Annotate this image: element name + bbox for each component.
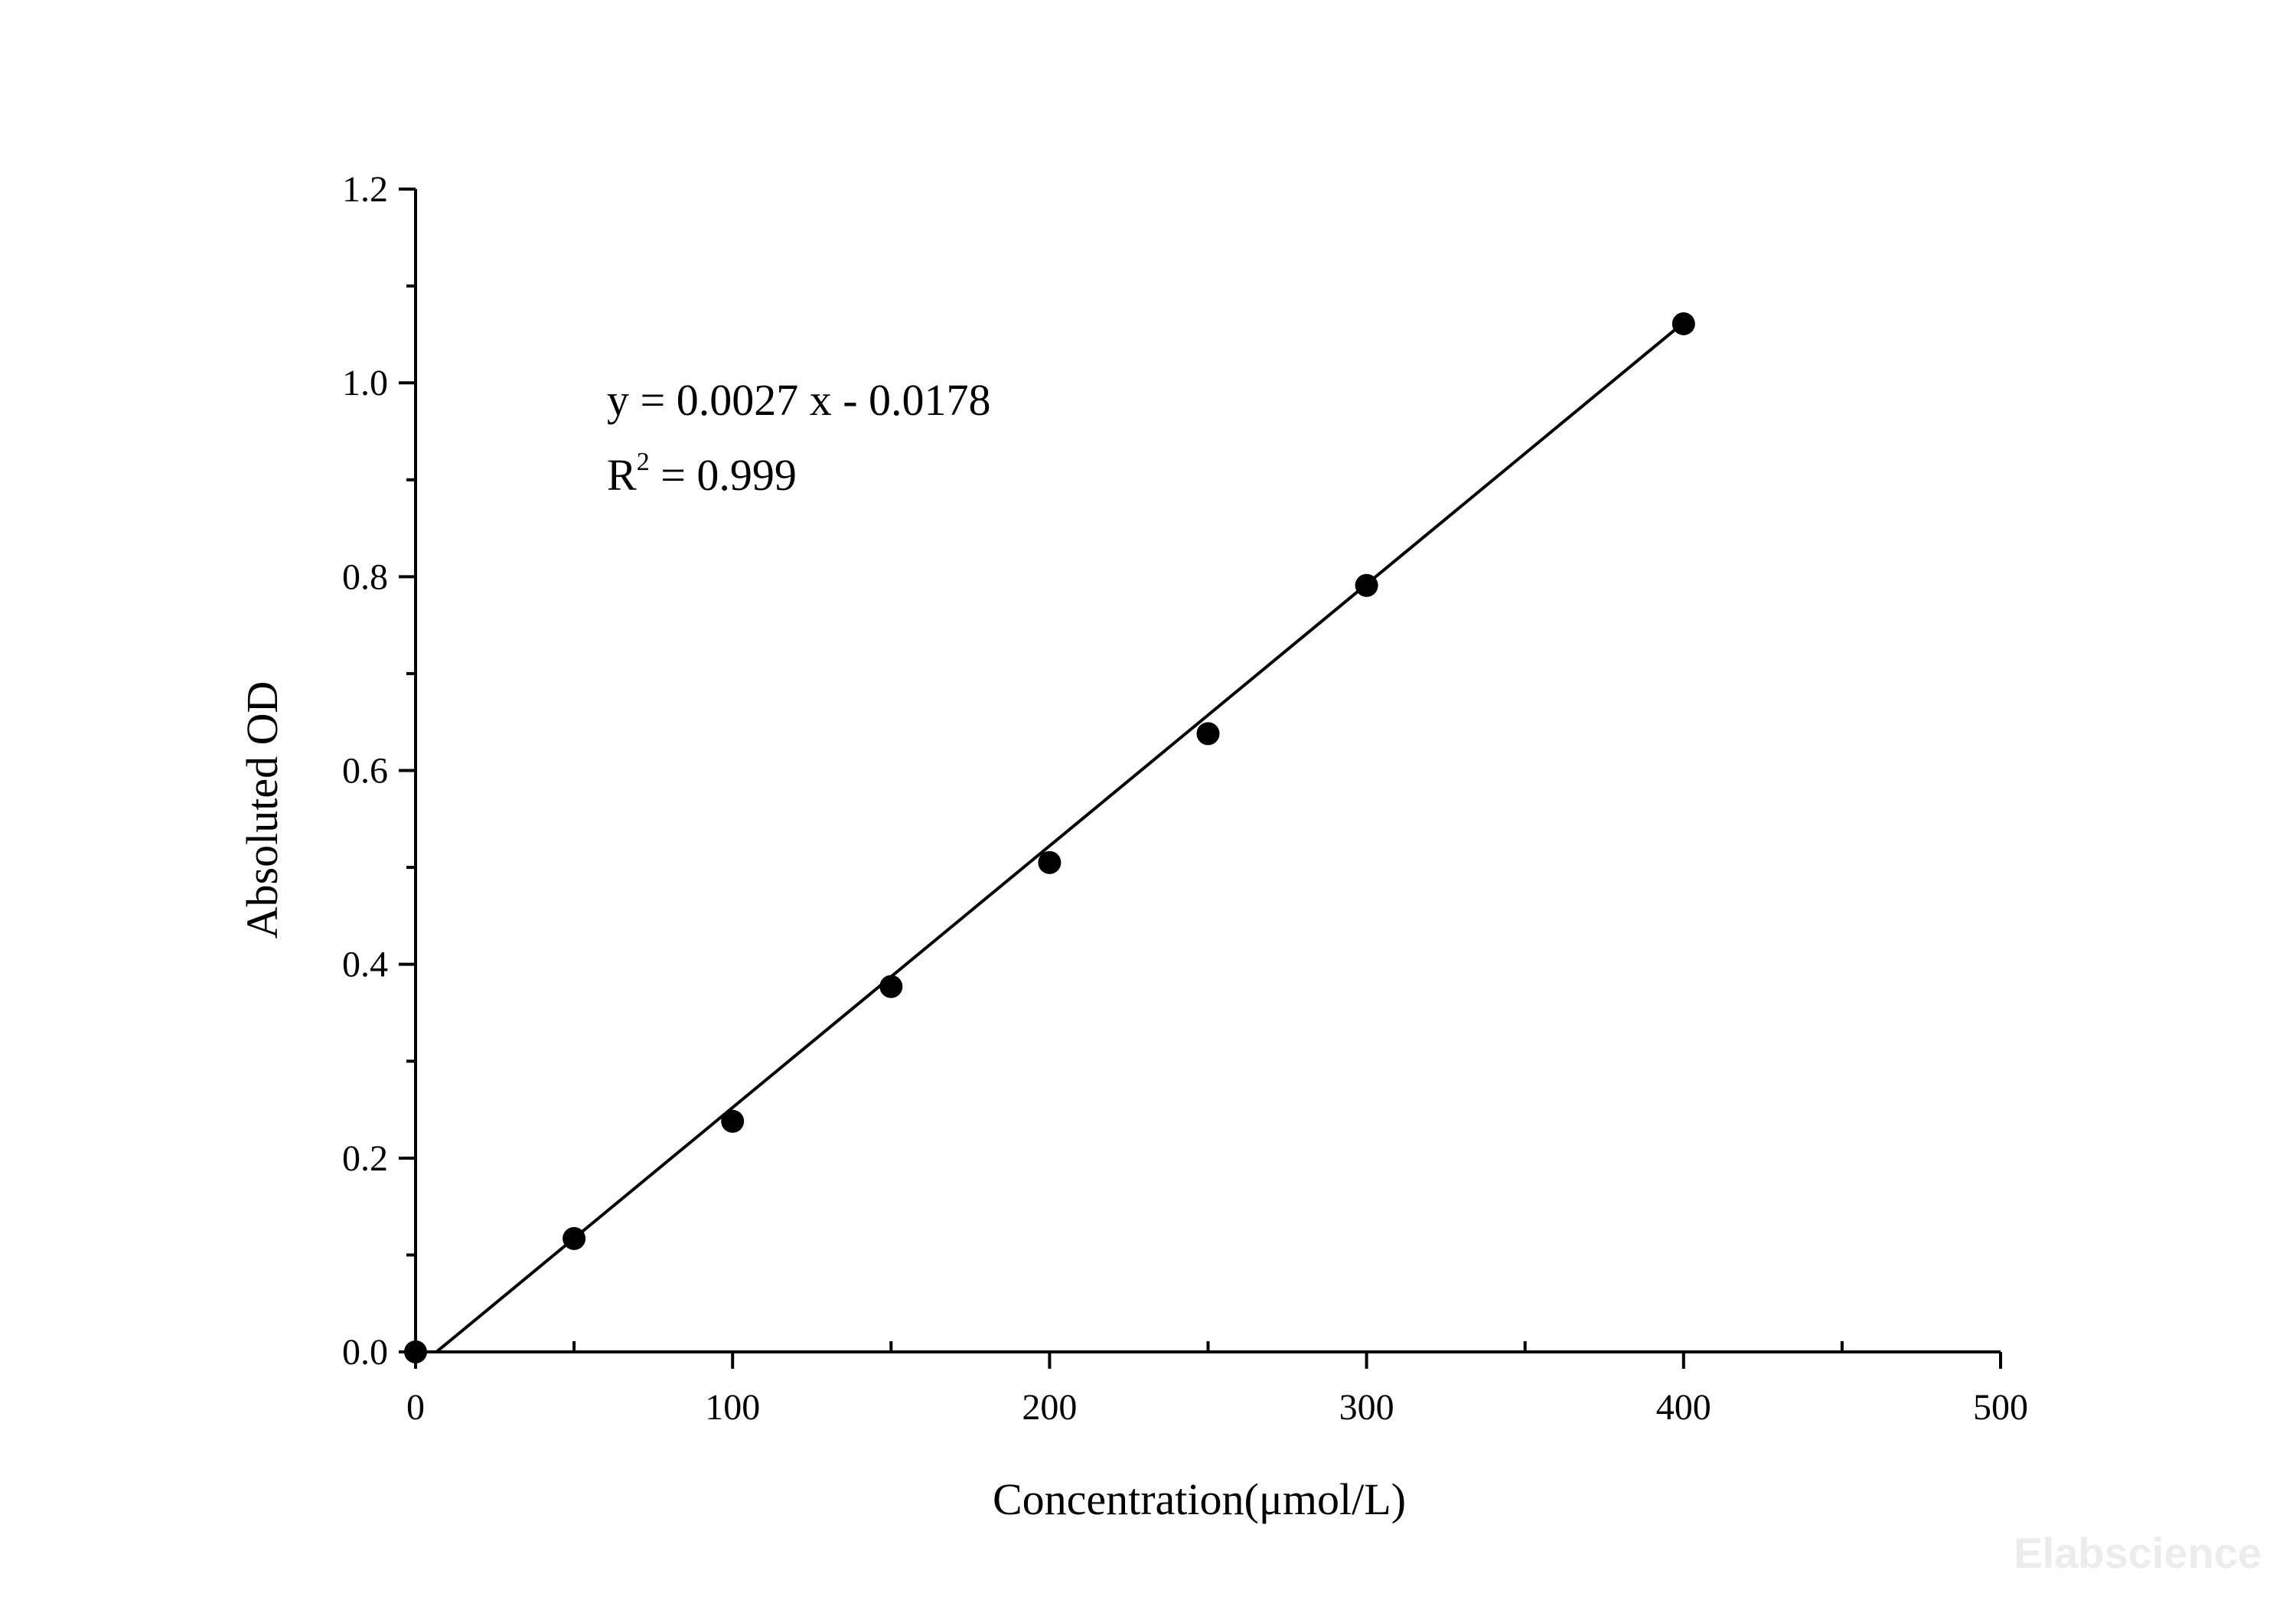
- data-point: [404, 1340, 427, 1363]
- r-squared-label: R2 = 0.999: [607, 448, 797, 500]
- data-point: [721, 1109, 745, 1133]
- watermark: Elabscience: [2014, 1529, 2262, 1577]
- fit-line-group: [435, 321, 1685, 1353]
- x-tick-label: 0: [406, 1387, 425, 1428]
- data-points: [404, 312, 1695, 1363]
- x-tick-label: 200: [1022, 1387, 1077, 1428]
- y-tick-label: 0.2: [342, 1138, 388, 1179]
- y-tick-label: 0.4: [342, 945, 388, 985]
- equation-label: y = 0.0027 x - 0.0178: [607, 375, 991, 425]
- data-point: [563, 1226, 586, 1250]
- r-squared-value: = 0.999: [650, 450, 797, 500]
- fit-line: [435, 321, 1685, 1353]
- x-tick-label: 400: [1656, 1387, 1711, 1428]
- axes: [414, 189, 2001, 1353]
- y-tick-label: 0.0: [342, 1332, 388, 1373]
- x-tick-label: 500: [1973, 1387, 2028, 1428]
- data-point: [1671, 312, 1695, 335]
- x-axis-title: Concentration(μmol/L): [993, 1474, 1406, 1524]
- y-tick-label: 0.8: [342, 557, 388, 597]
- data-point: [1038, 850, 1062, 874]
- r-squared-prefix: R: [607, 450, 637, 500]
- y-tick-label: 1.2: [342, 169, 388, 210]
- data-point: [1196, 722, 1220, 746]
- x-tick-label: 100: [705, 1387, 760, 1428]
- y-tick-label: 1.0: [342, 363, 388, 403]
- data-point: [1355, 573, 1378, 597]
- data-point: [879, 975, 903, 998]
- y-tick-label: 0.6: [342, 751, 388, 792]
- x-tick-label: 300: [1339, 1387, 1394, 1428]
- y-axis-title: Absoluted OD: [237, 681, 287, 939]
- ticks: [399, 188, 2002, 1369]
- r-squared-sup: 2: [637, 448, 650, 476]
- tick-labels: 0 100 200 300 400 500 0.0 0.2 0.4 0.6 0.8 1.0 1.2: [342, 169, 2028, 1428]
